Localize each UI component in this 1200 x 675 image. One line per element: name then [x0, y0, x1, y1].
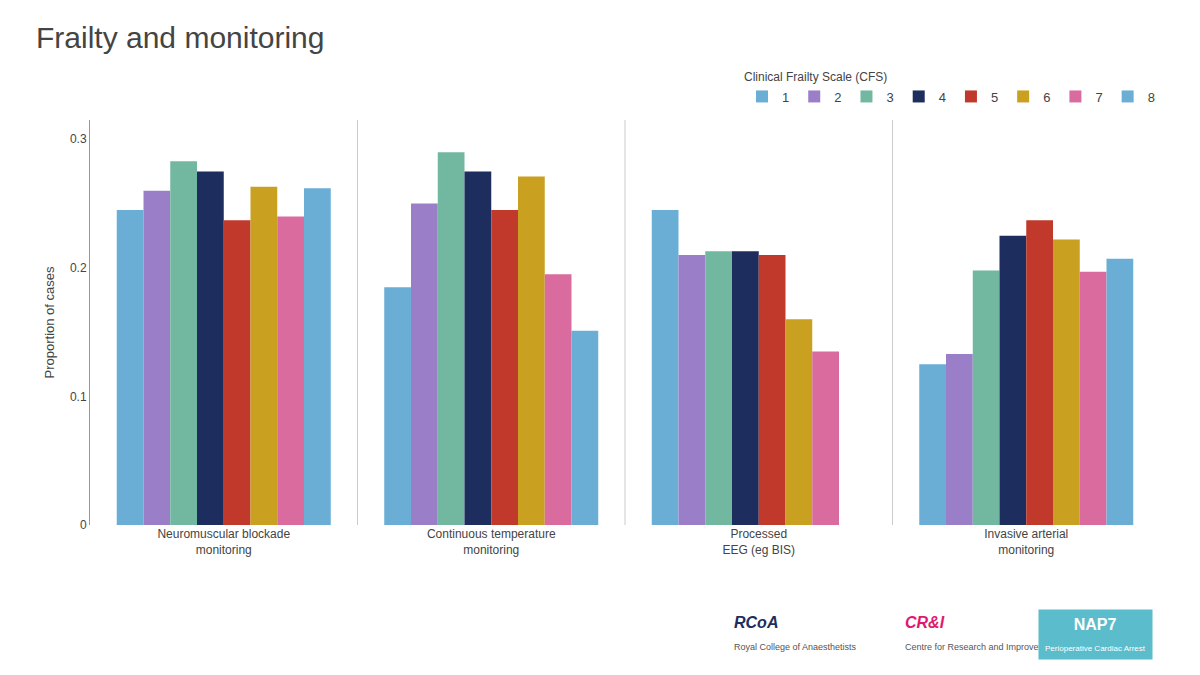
- svg-text:RCoA: RCoA: [734, 614, 778, 631]
- svg-text:0: 0: [80, 518, 87, 532]
- svg-text:2: 2: [834, 90, 841, 105]
- svg-text:NAP7Perioperative Cardiac Arre: NAP7Perioperative Cardiac Arrest: [1045, 616, 1146, 653]
- svg-text:ProcessedEEG (eg BIS): ProcessedEEG (eg BIS): [722, 527, 795, 557]
- svg-text:Neuromuscular blockademonitori: Neuromuscular blockademonitoring: [157, 527, 290, 557]
- svg-text:Royal College of Anaesthetists: Royal College of Anaesthetists: [734, 642, 857, 652]
- svg-text:5: 5: [991, 90, 998, 105]
- svg-text:Centre for Research and Improv: Centre for Research and Improvement: [905, 642, 1059, 652]
- svg-text:4: 4: [939, 90, 946, 105]
- svg-text:8: 8: [1148, 90, 1155, 105]
- svg-text:Invasive arterialmonitoring: Invasive arterialmonitoring: [984, 527, 1068, 557]
- svg-text:Proportion of cases: Proportion of cases: [42, 266, 57, 379]
- svg-text:7: 7: [1095, 90, 1102, 105]
- svg-text:6: 6: [1043, 90, 1050, 105]
- svg-text:3: 3: [886, 90, 893, 105]
- svg-text:1: 1: [782, 90, 789, 105]
- svg-text:0.3: 0.3: [70, 132, 87, 146]
- svg-text:Clinical Frailty Scale (CFS): Clinical Frailty Scale (CFS): [744, 71, 887, 85]
- svg-text:CR&I: CR&I: [905, 614, 945, 631]
- svg-text:Continuous temperaturemonitori: Continuous temperaturemonitoring: [427, 527, 556, 557]
- svg-text:Frailty and monitoring: Frailty and monitoring: [36, 21, 324, 54]
- svg-text:0.2: 0.2: [70, 261, 87, 275]
- svg-text:0.1: 0.1: [70, 390, 87, 404]
